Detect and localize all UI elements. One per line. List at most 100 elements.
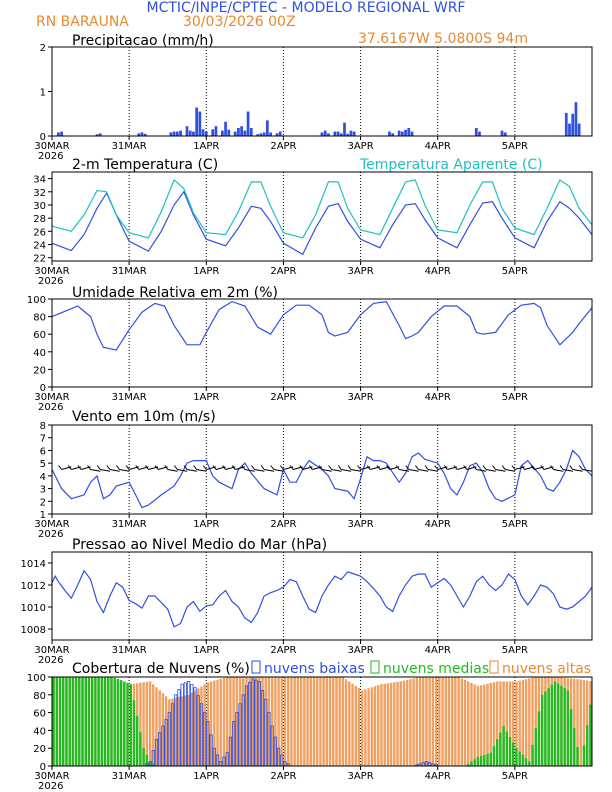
temp-frame	[51, 171, 593, 262]
rh-ytick-label: 20	[33, 365, 46, 376]
cloud-bar-high	[457, 677, 460, 766]
precip-bar	[204, 131, 208, 136]
cloud-bar-high	[148, 681, 152, 766]
cloud-bar-mid	[540, 694, 544, 766]
cloud-bar-high	[245, 677, 248, 766]
clouds-ytick-label: 0	[40, 762, 46, 773]
rh-xtick-label: 31MAR	[112, 392, 147, 403]
precip-bar	[240, 126, 244, 136]
precip-bar	[320, 132, 324, 136]
clouds-legend-high: nuvens altas	[502, 661, 591, 677]
cloud-bar-mid	[110, 677, 113, 766]
wind-barb	[244, 469, 255, 472]
precip-bar	[179, 130, 182, 136]
cloud-bar-mid	[476, 757, 480, 766]
wind-barb-flag	[511, 465, 516, 470]
cloud-bar-mid	[97, 677, 100, 766]
precip-bar	[188, 130, 192, 136]
cloud-bar-high	[164, 696, 168, 766]
cloud-bar-mid	[518, 751, 521, 766]
wind-barb	[109, 469, 120, 472]
precip-bar	[391, 133, 395, 136]
cloud-bar-high	[293, 677, 296, 766]
pressure-ytick-label: 1014	[21, 559, 46, 570]
rh-panel: 0 20 40 60 80 100 30MAR 31MAR 1APR 2APR 3APR 4APR 5A…	[27, 295, 593, 413]
temp-xtick-label: 31MAR	[112, 266, 147, 277]
precip-bar	[474, 127, 478, 136]
cloud-bar-high	[418, 677, 422, 766]
precip-bar	[500, 130, 504, 136]
clouds-frame	[51, 676, 593, 767]
cloud-bar-high	[370, 687, 374, 766]
cloud-bar-high	[332, 677, 335, 766]
wind-barb	[495, 469, 506, 472]
precip-xtick-label: 3APR	[347, 141, 373, 152]
cloud-bar-mid	[569, 709, 573, 766]
pressure-panel: 1008 1010 1012 1014 30MAR 31MAR 1APR 2APR 3APR 4A…	[21, 551, 593, 666]
station-coords: 37.6167W 5.0800S 94m	[358, 31, 528, 47]
cloud-bar-mid	[55, 677, 59, 766]
cloud-bar-high	[351, 683, 354, 766]
precip-bar	[343, 122, 346, 136]
precip-bar	[220, 130, 224, 136]
cloud-bar-high	[492, 682, 496, 766]
run-time: 30/03/2026 00Z	[183, 14, 296, 30]
cloud-bar-mid	[74, 677, 78, 766]
rh-ytick-label: 0	[40, 383, 46, 394]
precip-bar	[60, 131, 64, 136]
cloud-bar-mid	[483, 754, 486, 766]
precip-ytick-label: 1	[40, 88, 46, 99]
rh-xtick-label: 5APR	[502, 392, 528, 403]
wind-barb	[264, 469, 275, 472]
cloud-bar-mid	[132, 700, 136, 766]
precip-bar	[346, 133, 350, 136]
wind-barb-flag	[154, 465, 159, 470]
wind-barb	[321, 469, 332, 472]
cloud-bar-high	[360, 690, 364, 766]
wind-barb-flag	[58, 465, 63, 470]
clouds-xtick-label: 4APR	[425, 771, 451, 782]
precip-bar	[404, 129, 407, 136]
wind-barb	[572, 469, 583, 472]
wind-barb-flag	[463, 465, 468, 470]
cloud-bar-mid	[78, 677, 81, 766]
precip-bar	[137, 133, 141, 136]
wind-barb-flag	[222, 465, 226, 470]
cloud-bar-mid	[537, 711, 541, 766]
precip-bar	[243, 130, 247, 136]
precip-bar	[185, 126, 189, 136]
cloud-bar-high	[405, 679, 409, 766]
precip-bar	[388, 131, 391, 136]
wind-barb-flag	[472, 465, 477, 470]
cloud-bar-high	[261, 677, 264, 766]
clouds-year-label: 2026	[38, 781, 63, 792]
cloud-bar-high	[277, 677, 280, 766]
wind-series-main	[51, 449, 593, 509]
cloud-bar-high	[505, 681, 509, 766]
clouds-xtick-label: 5APR	[502, 771, 528, 782]
rh-xtick-label: 1APR	[193, 392, 219, 403]
cloud-bar-mid	[123, 681, 126, 766]
cloud-bar-high	[454, 677, 457, 766]
cloud-bar-high	[389, 682, 393, 766]
wind-barb	[476, 469, 487, 472]
temp-year-label: 2026	[38, 276, 63, 287]
wind-barb-flag	[212, 465, 217, 470]
pressure-xtick-label: 4APR	[425, 645, 451, 656]
precip-bar	[195, 107, 199, 136]
cloud-bar-high	[222, 677, 226, 766]
cloud-bar-high	[344, 679, 348, 766]
pressure-series-main	[51, 569, 593, 628]
temp-ytick-label: 22	[33, 254, 46, 265]
cloud-bar-mid	[547, 688, 550, 766]
cloud-bar-mid	[550, 684, 554, 766]
precip-xtick-label: 2APR	[270, 141, 296, 152]
cloud-bar-high	[409, 679, 412, 766]
cloud-bar-mid	[566, 690, 570, 766]
precip-bar	[192, 131, 195, 136]
cloud-bar-high	[158, 690, 161, 766]
cloud-bar-high	[155, 687, 158, 766]
cloud-bar-mid	[495, 739, 499, 766]
station-name: RN BARAUNA	[36, 14, 129, 30]
precip-bar	[349, 130, 353, 136]
